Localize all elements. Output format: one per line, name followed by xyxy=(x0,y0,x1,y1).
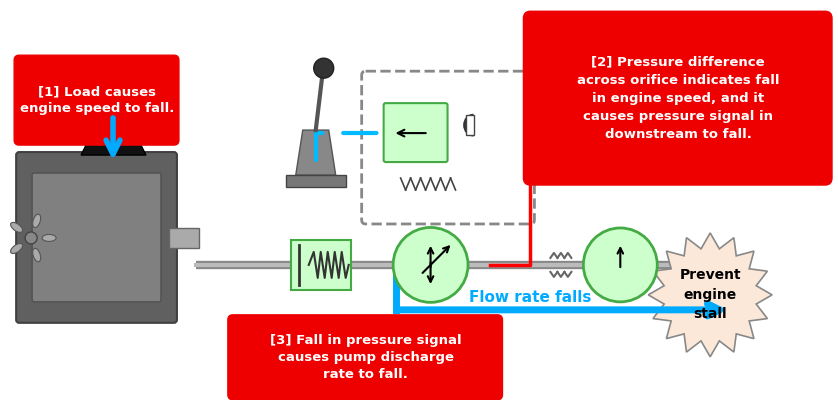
Polygon shape xyxy=(649,233,772,357)
Text: [2] Pressure difference
across orifice indicates fall
in engine speed, and it
ca: [2] Pressure difference across orifice i… xyxy=(577,56,779,141)
FancyBboxPatch shape xyxy=(14,55,179,145)
Ellipse shape xyxy=(11,222,23,232)
FancyBboxPatch shape xyxy=(362,71,535,224)
FancyBboxPatch shape xyxy=(384,103,447,162)
Bar xyxy=(466,115,473,135)
Text: [1] Load causes
engine speed to fall.: [1] Load causes engine speed to fall. xyxy=(20,85,174,115)
Circle shape xyxy=(25,232,37,244)
Text: [3] Fall in pressure signal
causes pump discharge
rate to fall.: [3] Fall in pressure signal causes pump … xyxy=(270,334,462,381)
Ellipse shape xyxy=(42,234,56,242)
Circle shape xyxy=(583,228,657,302)
Bar xyxy=(291,240,350,290)
FancyBboxPatch shape xyxy=(32,173,161,302)
FancyBboxPatch shape xyxy=(16,152,177,323)
Ellipse shape xyxy=(393,228,468,302)
Ellipse shape xyxy=(93,126,133,140)
Bar xyxy=(286,175,346,187)
Text: Prevent
engine
stall: Prevent engine stall xyxy=(680,268,741,321)
Ellipse shape xyxy=(11,244,23,254)
Ellipse shape xyxy=(33,248,41,262)
Text: Flow rate falls: Flow rate falls xyxy=(469,290,592,305)
Ellipse shape xyxy=(33,214,41,228)
FancyBboxPatch shape xyxy=(228,315,503,400)
FancyBboxPatch shape xyxy=(524,11,832,185)
Circle shape xyxy=(313,58,334,78)
Polygon shape xyxy=(296,130,336,175)
Polygon shape xyxy=(81,135,146,155)
Bar xyxy=(169,228,199,248)
